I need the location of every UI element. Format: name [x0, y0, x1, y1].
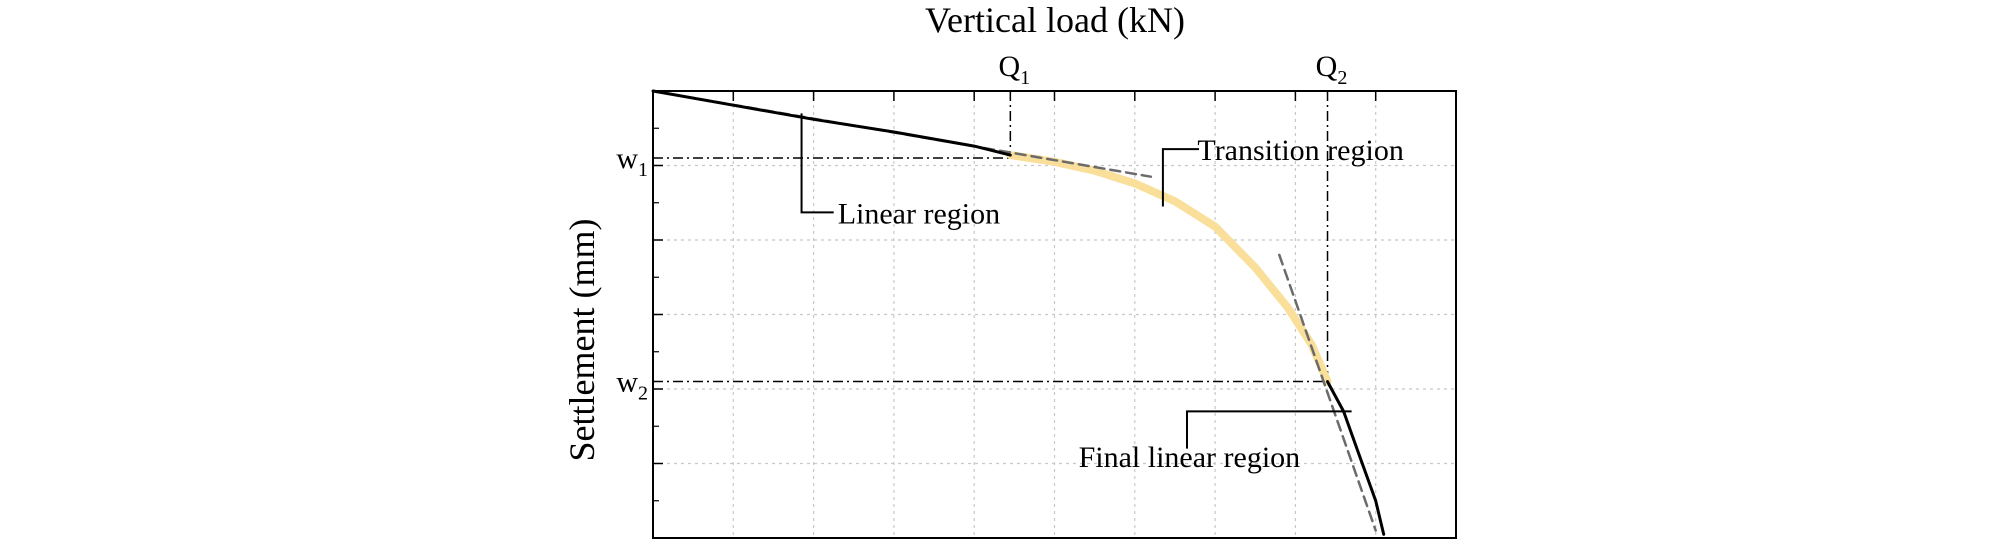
transition-region-label: Transition region: [1197, 134, 1403, 167]
y-axis-label: Settlement (mm): [562, 219, 602, 462]
linear-region-leader: [800, 113, 834, 214]
q1-label: Q1: [998, 50, 1030, 89]
grid: [653, 91, 1456, 538]
final-linear-region-leader: [1185, 410, 1352, 449]
annotation-leaders: [800, 113, 1352, 449]
plot-frame: [652, 90, 1457, 539]
x-axis-label: Vertical load (kN): [925, 0, 1185, 40]
series-linear: [651, 89, 1012, 157]
series-transition: [1006, 151, 1332, 386]
series-group: [651, 89, 1386, 536]
reference-lines: [653, 91, 1329, 383]
w2-label: w2: [616, 366, 648, 405]
q2-label: Q2: [1316, 50, 1348, 89]
linear-region-label: Linear region: [838, 197, 1000, 230]
transition-region-leader: [1161, 148, 1200, 207]
series-tangent-final: [1278, 253, 1377, 532]
series-final-linear: [1326, 380, 1386, 536]
w1-label: w1: [616, 142, 648, 181]
final-linear-region-label: Final linear region: [1079, 441, 1301, 474]
